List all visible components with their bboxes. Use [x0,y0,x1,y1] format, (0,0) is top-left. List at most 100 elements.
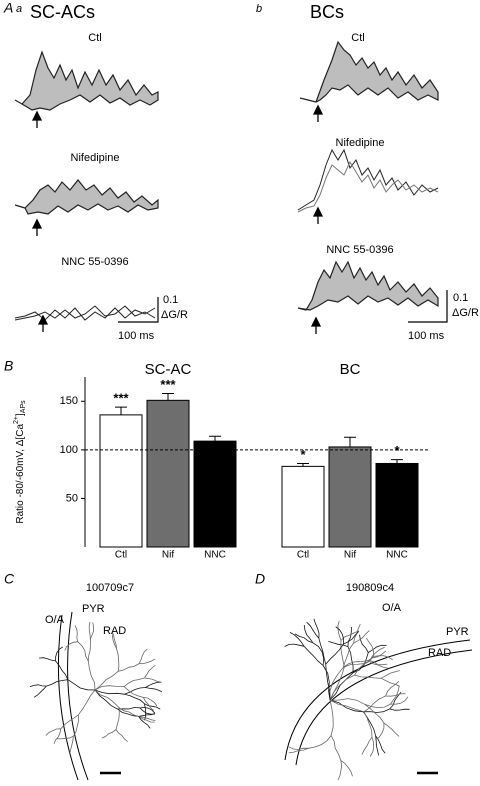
dendrite [33,685,47,698]
dendrite [56,735,74,740]
dendrite [369,646,385,661]
dendrite [329,699,365,713]
dendrite [87,638,91,662]
dendrite [94,689,118,710]
dendrite [369,660,389,669]
dendrite [303,624,314,644]
dendrite [77,641,89,662]
dendrite [318,638,327,665]
dendrite [347,626,352,647]
dendrite [94,685,125,691]
dendrite [306,621,320,639]
y-tick-label: 50 [66,492,78,504]
y-tick-label: 100 [60,444,78,456]
dendrite [329,699,334,736]
neuron-morphology [29,618,410,781]
dendrite [389,708,410,711]
dendrite [94,689,120,708]
error-bar [115,406,127,415]
scale-label: 0.1 [453,292,468,304]
x-tick-label: Ctl [297,550,309,561]
significance: * [394,443,400,458]
dendrite [55,646,64,661]
layer-boundaries [57,611,473,781]
dendrite [138,648,148,664]
dendrite [115,729,128,742]
dendrite [138,716,151,729]
dendrite [363,708,390,713]
error-bar [209,435,221,442]
condition-label: Nifedipine [336,137,385,149]
dendrite [373,655,393,661]
dendrite [344,660,371,668]
dendrite [385,693,406,697]
group-title: SC-AC [145,361,192,378]
bar [146,399,190,548]
error-bar [391,459,403,464]
dendrite [374,723,385,741]
cell-id: 100709c7 [86,582,134,594]
sub-label: b [256,3,262,15]
condition-label: NNC 55-0396 [326,244,393,256]
dendrite [139,658,156,664]
panel-label: D [255,571,265,587]
dendrite [385,681,400,697]
significance: *** [160,377,176,392]
dendrite [390,686,400,705]
dendrite [39,657,56,662]
dendrite [118,663,140,672]
dendrite [112,632,117,650]
dendrite [123,686,144,698]
significance: * [300,447,306,462]
dendrite [390,696,409,705]
dendrite [72,714,80,737]
dendrite [288,746,309,750]
dendrite [329,674,355,701]
dendrite [45,728,61,736]
dendrite [46,679,68,687]
dendrite [139,706,156,714]
scale-label: ΔG/R [452,307,479,319]
dendrite [340,760,353,777]
dendrite [325,643,344,665]
dendrite [139,716,156,721]
dendrite [67,679,96,691]
dendrite [325,664,331,701]
dendrite [94,689,125,695]
dendrite [343,631,360,645]
dendrite [124,687,146,695]
dendrite [77,689,96,716]
dendrite [143,697,155,711]
dendrite [312,642,325,666]
dendrite [330,735,342,761]
dendrite [354,656,374,676]
panel-title: SC-ACs [30,2,95,22]
significance: *** [113,391,129,406]
error-bar [344,436,356,447]
scale-label: 0.1 [163,294,178,306]
dendrite [368,660,388,666]
dendrite [337,620,342,641]
scale-label: 100 ms [408,330,445,342]
condition-label: Ctl [88,32,101,44]
condition-label: Ctl [351,32,364,44]
dendrite [369,737,375,757]
bar [281,465,325,548]
dendrite [288,747,309,754]
dendrite [329,699,364,713]
dendrite [145,687,163,693]
dendrite [342,642,354,668]
error-bar [297,462,309,467]
x-tick-label: Nif [162,550,174,561]
x-tick-label: Ctl [115,550,127,561]
dendrite [144,703,161,710]
dendrite [88,622,91,639]
layer-label: PYR [82,603,105,615]
dendrite [87,661,96,691]
panel-label: C [4,571,15,587]
dendrite [294,633,314,644]
dendrite [389,691,402,710]
dendrite [353,630,370,644]
traces [14,40,439,321]
dendrite [144,677,161,683]
